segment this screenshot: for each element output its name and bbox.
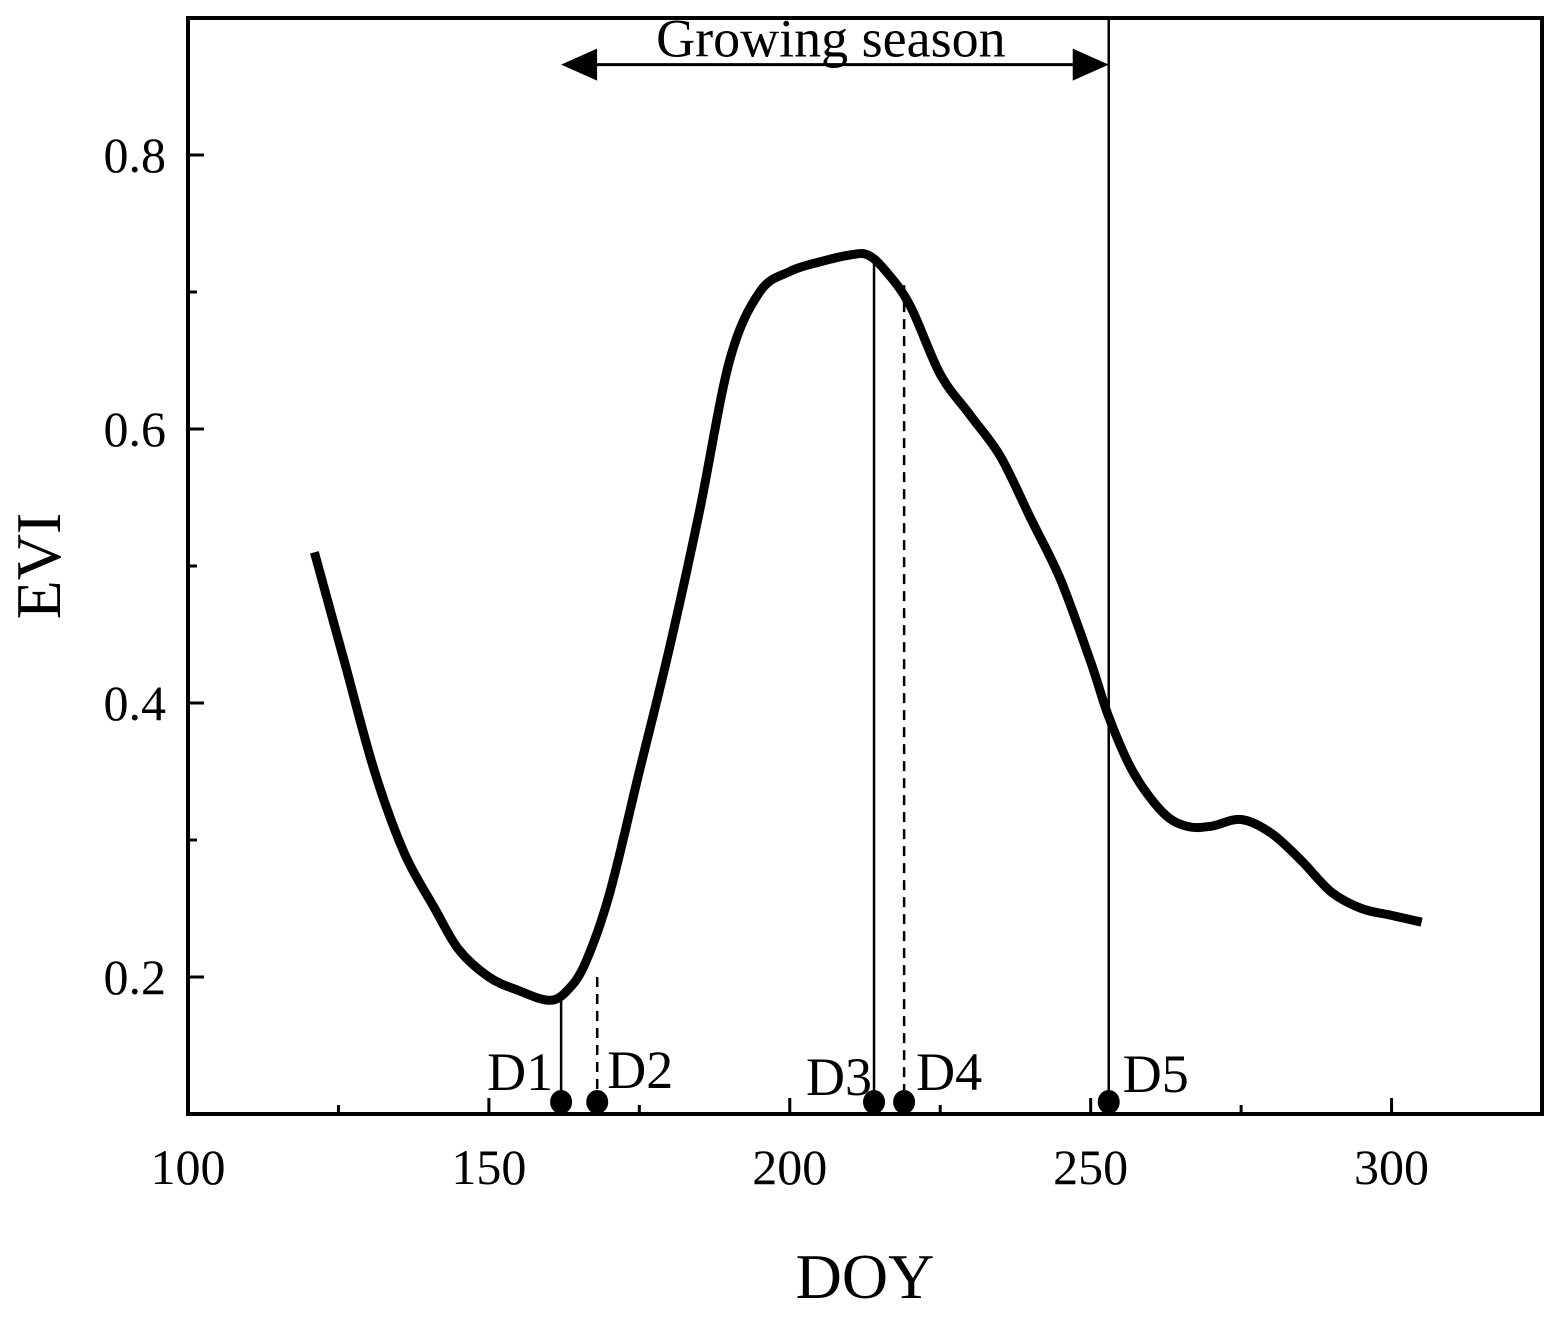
marker-label-d5: D5 [1123, 1044, 1189, 1104]
marker-dot-d1 [550, 1090, 573, 1114]
markers-layer: D1 D2 D3 D4 D5 [487, 1040, 1189, 1114]
y-tick-label: 0.2 [104, 949, 167, 1005]
y-axis-title: EVI [3, 513, 74, 620]
y-tick-label: 0.8 [104, 127, 167, 183]
arrow-right-head [1072, 48, 1109, 81]
marker-dot-d4 [893, 1090, 916, 1114]
marker-dot-d5 [1097, 1090, 1120, 1114]
x-tick-label: 100 [151, 1139, 226, 1195]
x-axis-title: DOY [796, 1241, 935, 1312]
marker-dot-d2 [586, 1090, 609, 1114]
marker-label-d4: D4 [916, 1042, 982, 1102]
marker-label-d1: D1 [487, 1042, 553, 1102]
marker-label-d3: D3 [806, 1047, 872, 1107]
marker-dot-d3 [863, 1090, 886, 1114]
evi-series-line [310, 249, 1423, 1005]
x-tick-label: 150 [451, 1139, 526, 1195]
y-tick-label: 0.6 [104, 401, 167, 457]
arrow-left-head [561, 48, 598, 81]
axes-layer [186, 16, 1544, 1116]
y-tick-label: 0.4 [104, 675, 167, 731]
marker-lines-layer [559, 18, 1110, 1114]
marker-label-d2: D2 [607, 1040, 673, 1100]
ticks-layer: 100 150 200 250 300 0.2 0.4 0.6 0.8 [104, 127, 1430, 1195]
x-tick-label: 300 [1354, 1139, 1429, 1195]
plot-frame [186, 16, 1544, 1116]
x-tick-label: 250 [1053, 1139, 1128, 1195]
x-tick-label: 200 [752, 1139, 827, 1195]
